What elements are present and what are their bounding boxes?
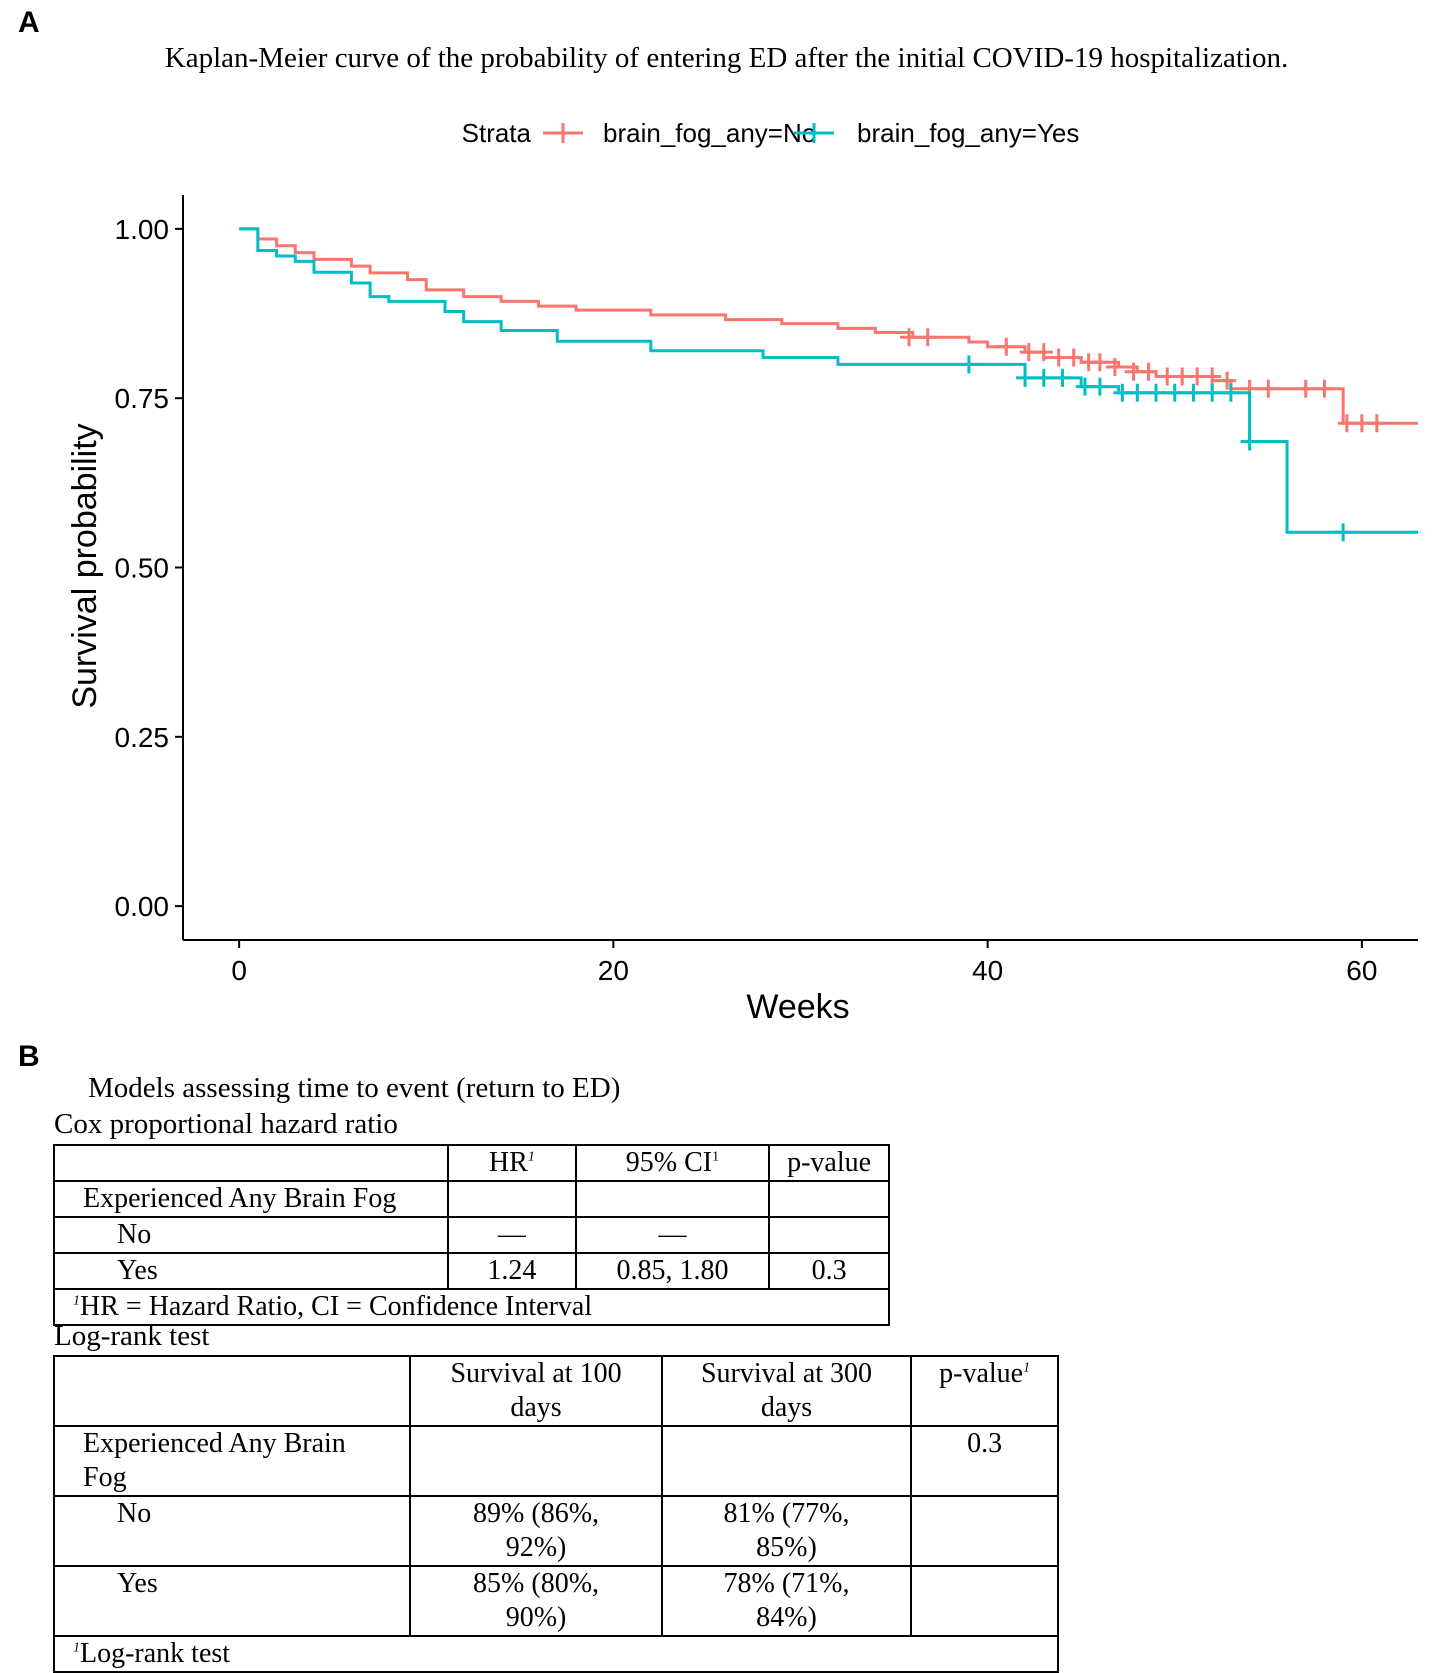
- logrank-yes-100: 85% (80%, 90%): [409, 1565, 663, 1637]
- legend-label-no: brain_fog_any=No: [603, 118, 816, 148]
- x-axis-label: Weeks: [746, 988, 849, 1026]
- cox-yes-hr: 1.24: [447, 1252, 577, 1290]
- logrank-no-300: 81% (77%, 85%): [660, 1495, 913, 1567]
- censor-mark-no: [1315, 379, 1334, 398]
- cox-group-row: Experienced Any Brain Fog: [52, 1180, 890, 1218]
- censor-mark-yes: [1203, 383, 1222, 402]
- censor-mark-no: [997, 337, 1016, 356]
- km-chart: 0.00 0.25 0.50 0.75 1.00 0 20 40 60 Strata brain_…: [66, 118, 1418, 1026]
- legend-key-no: [543, 123, 583, 143]
- cox-no-ci: —: [574, 1216, 771, 1254]
- chart-series: [239, 227, 1418, 542]
- legend-key-yes: [794, 123, 834, 143]
- cox-header-hr: HR1: [447, 1144, 577, 1182]
- censor-mark-no: [900, 328, 919, 347]
- legend-title: Strata: [462, 118, 532, 148]
- censor-mark-yes: [959, 355, 978, 374]
- cox-yes-label: Yes: [52, 1252, 450, 1290]
- cox-no-p: [768, 1216, 890, 1254]
- logrank-yes-300: 78% (71%, 84%): [660, 1565, 913, 1637]
- y-tick-label: 0.75: [115, 383, 170, 414]
- cox-no-label: No: [52, 1216, 450, 1254]
- x-tick-label: 0: [231, 955, 247, 986]
- censor-mark-yes: [1240, 432, 1259, 451]
- censor-mark-yes: [1147, 383, 1166, 402]
- cox-heading: Cox proportional hazard ratio: [54, 1108, 398, 1140]
- logrank-row-yes: Yes 85% (80%, 90%) 78% (71%, 84%): [52, 1565, 1059, 1637]
- cox-group-label: Experienced Any Brain Fog: [52, 1180, 450, 1218]
- panel-b-title: Models assessing time to event (return t…: [88, 1072, 621, 1104]
- logrank-header-row: Survival at 100 days Survival at 300 days …: [52, 1355, 1059, 1427]
- censor-mark-no: [1367, 414, 1386, 433]
- logrank-group-row: Experienced Any Brain Fog 0.3: [52, 1425, 1059, 1497]
- panel-a-label: A: [18, 6, 40, 39]
- cox-footnote-row: 1HR = Hazard Ratio, CI = Confidence Inte…: [53, 1288, 890, 1326]
- chart-title: Kaplan-Meier curve of the probability of…: [164, 42, 1289, 74]
- logrank-header-p: p-value1: [910, 1355, 1059, 1427]
- censor-mark-no: [1105, 358, 1124, 377]
- x-tick-label: 60: [1346, 955, 1377, 986]
- logrank-group-p: 0.3: [910, 1425, 1059, 1497]
- y-axis-label: Survival probability: [66, 423, 104, 708]
- logrank-footnote-row: 1Log-rank test: [53, 1635, 1059, 1673]
- chart-axes: [182, 195, 1418, 941]
- panel-b-label: B: [18, 1040, 40, 1073]
- cox-footnote: 1HR = Hazard Ratio, CI = Confidence Inte…: [53, 1288, 890, 1326]
- cox-row-yes: Yes 1.24 0.85, 1.80 0.3: [52, 1252, 890, 1290]
- censor-mark-no: [918, 328, 937, 347]
- chart-ticks: 0.00 0.25 0.50 0.75 1.00 0 20 40 60: [115, 214, 1378, 986]
- censor-mark-no: [1259, 379, 1278, 398]
- logrank-table: Survival at 100 days Survival at 300 days …: [52, 1355, 1059, 1673]
- y-tick-label: 0.00: [115, 891, 170, 922]
- legend-label-yes: brain_fog_any=Yes: [857, 118, 1079, 148]
- censor-mark-no: [1218, 371, 1237, 390]
- cox-header-ci: 95% CI1: [574, 1144, 771, 1182]
- logrank-no-label: No: [52, 1495, 412, 1567]
- x-tick-label: 20: [598, 955, 629, 986]
- censor-mark-no: [1203, 367, 1222, 386]
- y-tick-label: 0.50: [115, 553, 170, 584]
- censor-mark-yes: [1034, 368, 1053, 387]
- logrank-yes-label: Yes: [52, 1565, 412, 1637]
- censor-mark-no: [1296, 379, 1315, 398]
- logrank-no-100: 89% (86%, 92%): [409, 1495, 663, 1567]
- censor-mark-yes: [1016, 368, 1035, 387]
- logrank-heading: Log-rank test: [54, 1320, 210, 1352]
- cox-row-no: No — —: [52, 1216, 890, 1254]
- cox-header-empty: [52, 1144, 450, 1182]
- censor-mark-yes: [1053, 368, 1072, 387]
- censor-mark-yes: [1334, 523, 1353, 542]
- cox-no-hr: —: [447, 1216, 577, 1254]
- censor-mark-no: [1064, 348, 1083, 367]
- x-tick-label: 40: [972, 955, 1003, 986]
- logrank-header-300: Survival at 300 days: [660, 1355, 913, 1427]
- cox-table: HR1 95% CI1 p-value Experienced Any Brai…: [52, 1144, 890, 1326]
- chart-legend: Strata brain_fog_any=No brain_fog_any=Yes: [462, 118, 1080, 148]
- cox-yes-p: 0.3: [768, 1252, 890, 1290]
- censor-mark-no: [1090, 353, 1109, 372]
- cox-header-row: HR1 95% CI1 p-value: [52, 1144, 890, 1182]
- y-tick-label: 0.25: [115, 722, 170, 753]
- censor-mark-yes: [1090, 377, 1109, 396]
- logrank-header-empty: [52, 1355, 412, 1427]
- km-curve-yes: [239, 227, 1418, 534]
- censor-mark-yes: [1128, 383, 1147, 402]
- censor-mark-no: [1139, 362, 1158, 381]
- km-curve-no: [239, 227, 1418, 425]
- censor-mark-yes: [1165, 383, 1184, 402]
- logrank-row-no: No 89% (86%, 92%) 81% (77%, 85%): [52, 1495, 1059, 1567]
- censor-mark-yes: [1184, 383, 1203, 402]
- y-tick-label: 1.00: [115, 214, 170, 245]
- censor-mark-no: [1034, 343, 1053, 362]
- logrank-header-100: Survival at 100 days: [409, 1355, 663, 1427]
- logrank-group-label: Experienced Any Brain Fog: [52, 1425, 412, 1497]
- cox-header-p: p-value: [768, 1144, 890, 1182]
- logrank-footnote: 1Log-rank test: [53, 1635, 1059, 1673]
- cox-yes-ci: 0.85, 1.80: [574, 1252, 771, 1290]
- censor-mark-yes: [1221, 383, 1240, 402]
